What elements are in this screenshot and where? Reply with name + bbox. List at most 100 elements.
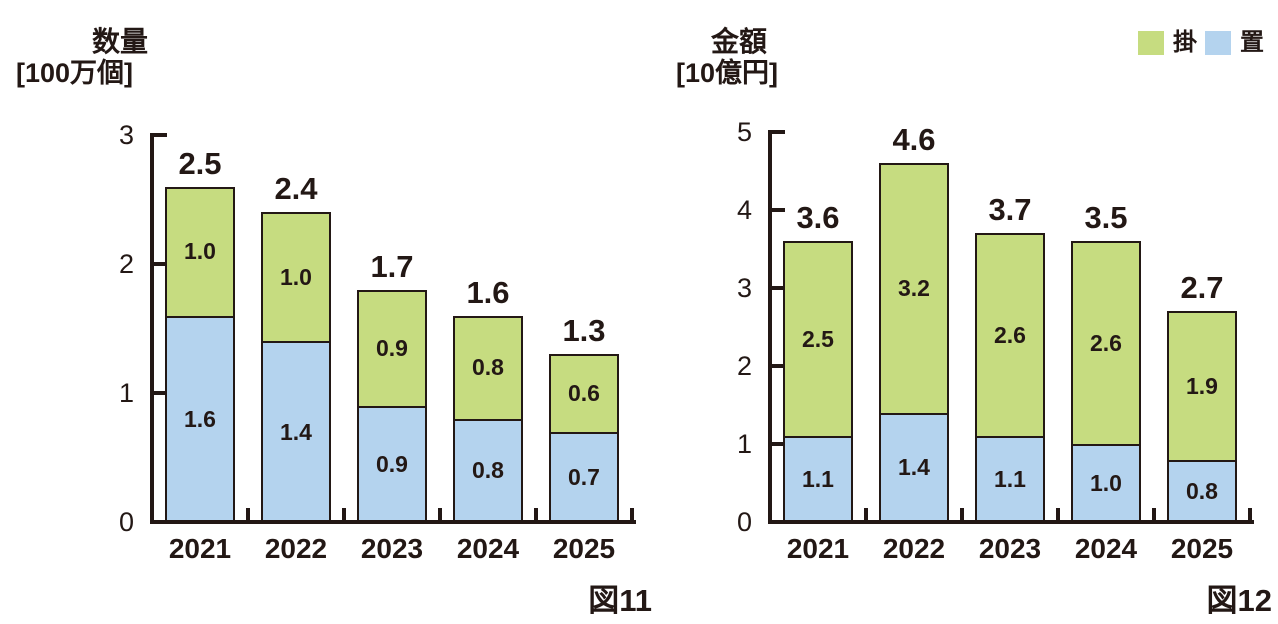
- x-category-label: 2022: [882, 533, 946, 564]
- y-tick-label: 1: [118, 378, 134, 408]
- x-category-label: 2024: [456, 533, 520, 564]
- bar-2023: [975, 233, 1045, 522]
- x-category-label: 2023: [360, 533, 424, 564]
- left-chart-unit-label: [100万個]: [16, 58, 134, 88]
- x-tick: [1248, 508, 1252, 520]
- segment-value-oki: 1.6: [184, 405, 216, 432]
- x-tick: [864, 508, 868, 520]
- bar-2024-segment-kake: [1073, 243, 1139, 444]
- bar-2024-segment-oki: [1073, 443, 1139, 520]
- bar-2024: [1071, 241, 1141, 522]
- segment-value-oki: 0.9: [376, 450, 408, 477]
- x-axis: [768, 520, 1254, 524]
- segment-value-kake: 2.6: [1090, 329, 1122, 356]
- y-axis: [150, 133, 154, 524]
- total-value: 1.3: [562, 313, 606, 349]
- x-category-label: 2021: [168, 533, 232, 564]
- bar-2025: [1167, 311, 1237, 522]
- y-tick-label: 3: [118, 120, 134, 150]
- x-category-label: 2023: [978, 533, 1042, 564]
- bar-2021-segment-kake: [167, 188, 233, 316]
- right-chart-caption: 図12: [1206, 583, 1272, 618]
- y-tick: [152, 133, 167, 137]
- x-tick: [960, 508, 964, 520]
- x-tick: [1152, 508, 1156, 520]
- segment-value-oki: 0.8: [1186, 477, 1218, 504]
- y-tick: [770, 364, 785, 368]
- right-chart-unit-label: [10億円]: [676, 58, 779, 88]
- segment-value-kake: 2.6: [994, 321, 1026, 348]
- y-tick: [770, 208, 785, 212]
- x-category-label: 2021: [786, 533, 850, 564]
- total-value: 2.5: [178, 145, 222, 181]
- total-value: 4.6: [892, 122, 936, 158]
- bar-2022: [261, 212, 331, 522]
- bar-2022-segment-kake: [881, 165, 947, 413]
- segment-value-kake: 1.0: [280, 263, 312, 290]
- y-tick: [152, 391, 167, 395]
- bar-2022-segment-oki: [881, 412, 947, 520]
- y-tick-label: 2: [736, 351, 752, 381]
- x-tick: [438, 508, 442, 520]
- bar-2025: [549, 354, 619, 522]
- x-category-label: 2025: [552, 533, 616, 564]
- segment-value-oki: 1.0: [1090, 470, 1122, 496]
- bar-2024: [453, 315, 523, 522]
- x-axis: [150, 520, 636, 524]
- bar-2022-segment-oki: [263, 341, 329, 520]
- segment-value-oki: 1.4: [898, 454, 930, 481]
- bar-2023-segment-kake: [359, 291, 425, 406]
- segment-value-kake: 0.6: [568, 380, 600, 406]
- bar-2021-segment-oki: [167, 315, 233, 520]
- legend-swatch-oki: [1205, 31, 1231, 55]
- bar-2021-segment-oki: [785, 436, 851, 520]
- y-tick-label: 2: [118, 249, 134, 279]
- y-tick-label: 0: [118, 507, 134, 537]
- y-tick-label: 1: [736, 429, 752, 459]
- x-tick: [246, 508, 250, 520]
- segment-value-oki: 1.1: [994, 466, 1026, 493]
- segment-value-oki: 0.7: [568, 463, 600, 490]
- total-value: 1.6: [466, 274, 510, 310]
- bar-2024-segment-kake: [455, 317, 521, 419]
- x-tick: [1056, 508, 1060, 520]
- bar-2025-segment-kake: [551, 356, 617, 432]
- y-tick-label: 3: [736, 273, 752, 303]
- segment-value-kake: 2.5: [802, 325, 834, 352]
- bar-2025-segment-oki: [1169, 459, 1235, 520]
- right-chart-title: 金額: [710, 26, 767, 57]
- bar-2021-segment-kake: [785, 243, 851, 437]
- x-category-label: 2024: [1074, 533, 1138, 564]
- y-tick-label: 4: [736, 195, 752, 225]
- bar-2021: [783, 241, 853, 522]
- left-chart-caption: 図11: [588, 583, 652, 618]
- y-tick: [152, 262, 167, 266]
- left-chart-title: 数量: [91, 26, 148, 57]
- bar-2022-segment-kake: [263, 214, 329, 342]
- y-tick: [770, 286, 785, 290]
- legend-swatch-kake: [1138, 31, 1164, 55]
- total-value: 1.7: [370, 248, 414, 284]
- total-value: 2.4: [274, 171, 318, 207]
- y-tick-label: 5: [736, 117, 752, 147]
- bar-2022: [879, 163, 949, 522]
- bar-2025-segment-oki: [551, 431, 617, 520]
- bar-2025-segment-kake: [1169, 313, 1235, 460]
- segment-value-oki: 1.1: [802, 466, 834, 493]
- legend-label-oki: 置: [1240, 29, 1264, 56]
- y-tick: [770, 130, 785, 134]
- segment-value-oki: 1.4: [280, 418, 312, 445]
- total-value: 2.7: [1180, 270, 1224, 306]
- x-tick: [342, 508, 346, 520]
- legend: 掛 置: [1138, 30, 1264, 56]
- y-tick: [770, 442, 785, 446]
- segment-value-kake: 1.9: [1186, 372, 1218, 399]
- segment-value-oki: 0.8: [472, 457, 504, 484]
- total-value: 3.7: [988, 192, 1032, 228]
- segment-value-kake: 0.9: [376, 334, 408, 361]
- bar-2024-segment-oki: [455, 418, 521, 520]
- bar-2023: [357, 289, 427, 522]
